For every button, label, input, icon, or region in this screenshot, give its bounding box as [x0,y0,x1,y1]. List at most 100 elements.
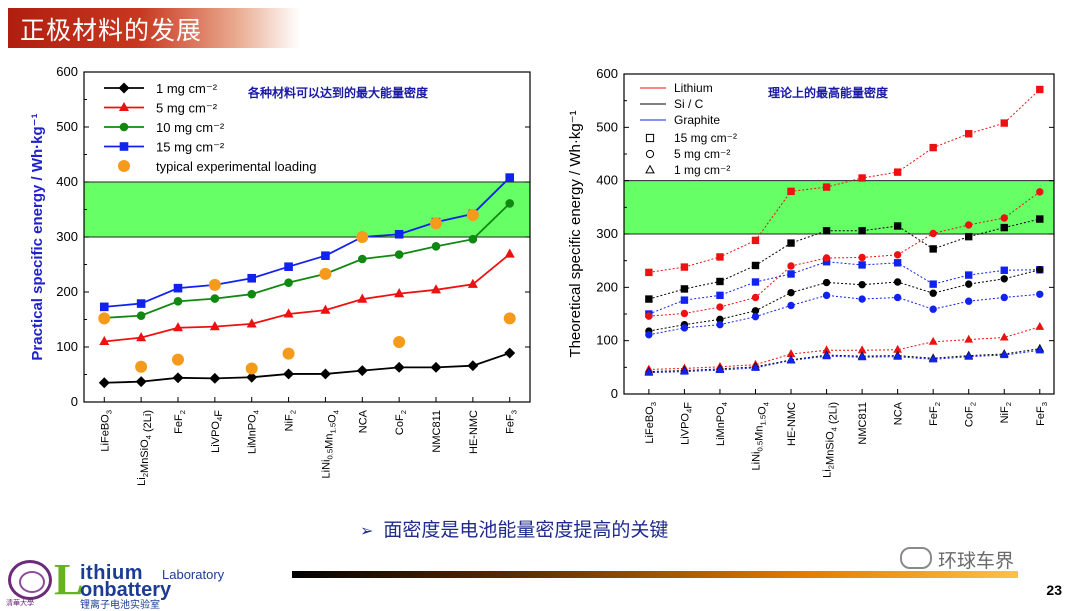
c1-annotation: 各种材料可以达到的最大能量密度 [247,85,429,100]
c1-legend-marker [119,142,129,151]
c2-series-line [648,349,1040,374]
c2-data-point [751,362,760,371]
c1-data-point [209,372,221,384]
c2-data-point [893,278,902,286]
c2-data-point [893,251,902,259]
c1-series-line [104,352,511,384]
c2-ytick-label: 0 [611,386,618,401]
practical-energy-chart-svg: 0 100 200 300 400 500 600 LiFeBO3 Li2MnSiO4 (2Li… [29,64,531,486]
c2-data-point [1036,290,1044,298]
c1-data-point [173,283,183,293]
c1-data-point [505,199,515,208]
c1-data-point [136,311,146,320]
c1-y-axis-label: Practical specific energy / Wh·kg⁻¹ [29,113,46,360]
c2-data-point [1000,293,1008,302]
c1-xtick-label: NiF2 [284,410,298,431]
c2-xtick-label: FeF2 [928,402,942,426]
c1-xtick-label: FeF2 [173,410,187,434]
c2-data-point [1036,188,1044,196]
c1-xtick-label: HE-NMC [468,410,480,454]
c2-legend-label: 5 mg cm⁻² [674,147,730,161]
c2-ytick-label: 500 [596,119,618,134]
c1-experimental-point [356,231,369,243]
c2-data-point [751,261,760,270]
c2-data-point [822,291,831,300]
c1-data-point [99,335,110,346]
c1-data-point [393,361,405,373]
c2-legend-label: Si / C [674,97,704,111]
c2-series-line [648,269,1040,332]
c1-data-point [283,368,295,380]
c2-legend-label: Graphite [674,113,720,127]
c1-data-point [284,262,293,271]
c2-highlight-band [624,180,1054,234]
c2-data-point [965,271,973,279]
wechat-icon [900,547,932,569]
c1-data-point [319,368,331,380]
logo-onbattery: onbattery [80,579,172,601]
c1-data-point [357,254,367,264]
c2-data-point [822,278,831,287]
c2-data-point [1000,119,1008,127]
c1-xtick-label: NCA [357,409,369,433]
c2-series-line [648,191,1041,317]
c1-xtick-label: LiVPO4F [210,410,225,453]
c1-series-line [104,176,511,308]
c2-data-point [1035,345,1045,354]
c1-xtick-label: LiNi0.5Mn1.5O4 [320,409,340,478]
c2-data-point [929,143,937,152]
c1-experimental-point [503,312,516,325]
c2-data-point [999,332,1009,341]
c1-experimental-point [466,209,479,221]
c2-legend-label: 15 mg cm⁻² [674,131,737,145]
c1-highlight-band [84,182,530,237]
c1-experimental-point [208,278,221,291]
c1-experimental-point [282,347,295,360]
c1-legend-experimental-label: typical experimental loading [156,159,316,174]
c2-data-point [929,289,937,297]
c1-data-point [431,242,441,251]
c1-legend-marker [118,101,130,112]
c1-data-point [209,321,220,331]
lab-logo: 清華大學 L ithium Laboratory onbattery 锂离子电池… [4,558,294,611]
c1-data-point [394,288,405,298]
university-seal-icon [8,560,52,600]
c2-data-point [751,278,760,286]
c1-data-point [135,376,147,388]
c1-data-point [283,308,294,318]
c2-data-point [858,295,866,303]
c2-data-point [787,301,795,310]
c1-data-point [99,302,109,312]
logo-laboratory: Laboratory [162,567,225,582]
c2-data-point [716,277,724,286]
c1-data-point [430,284,442,294]
c1-xtick-label: NMC811 [431,410,443,453]
arrow-bullet-icon: ➢ [360,521,374,540]
c2-data-point [716,320,724,329]
c2-data-point [822,183,831,191]
c2-data-point [787,262,795,270]
c2-data-point [716,253,724,261]
c1-data-point [321,251,330,260]
c2-data-point [751,312,760,321]
c2-data-point [964,351,974,360]
c2-legend-label: Lithium [674,81,713,95]
c1-legend-label: 5 mg cm⁻² [156,101,218,116]
c2-data-point [1035,321,1045,330]
c2-data-point [929,280,937,288]
c2-data-point [893,222,902,230]
c2-data-point [929,305,937,313]
c2-data-point [787,239,795,247]
c2-data-point [1000,223,1008,232]
c1-data-point [247,273,257,283]
c2-data-point [893,293,902,302]
c2-ytick-label: 400 [596,173,618,188]
slide-title: 正极材料的发展 [20,16,203,45]
c2-series-line [648,261,1040,315]
c2-data-point [858,227,866,235]
c2-xtick-label: LiMnPO4 [715,401,729,446]
c1-data-point [98,377,110,389]
key-note-text: 面密度是电池能量密度提高的关键 [383,519,669,541]
c2-data-point [680,296,689,304]
c1-legend-experimental-marker [118,160,130,172]
